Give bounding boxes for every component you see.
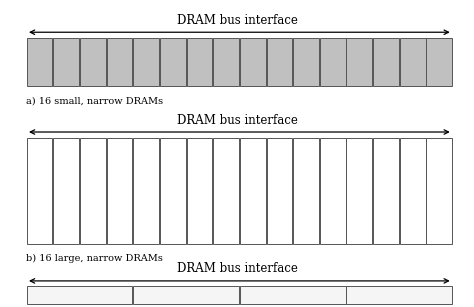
Bar [240,138,265,244]
Bar [107,138,132,244]
Bar [427,138,452,244]
Bar [240,38,265,86]
Bar [240,286,346,304]
Bar [27,38,52,86]
Bar [160,38,185,86]
Bar [27,138,52,244]
Text: a) 16 small, narrow DRAMs: a) 16 small, narrow DRAMs [26,97,163,106]
Text: DRAM bus interface: DRAM bus interface [176,114,298,126]
Bar [400,38,426,86]
Text: DRAM bus interface: DRAM bus interface [176,262,298,275]
Bar [320,138,346,244]
Bar [293,38,319,86]
Text: b) 16 large, narrow DRAMs: b) 16 large, narrow DRAMs [26,254,163,263]
Text: DRAM bus interface: DRAM bus interface [176,14,298,27]
Bar [53,138,79,244]
Bar [266,38,292,86]
Bar [80,138,106,244]
Bar [346,286,452,304]
Bar [293,138,319,244]
Bar [346,138,372,244]
Bar [133,38,159,86]
Bar [160,138,185,244]
Bar [186,38,212,86]
Bar [133,286,239,304]
Bar [213,138,239,244]
Bar [400,138,426,244]
Bar [320,38,346,86]
Bar [107,38,132,86]
Bar [133,138,159,244]
Bar [80,38,106,86]
Bar [213,38,239,86]
Bar [27,286,132,304]
Bar [266,138,292,244]
Bar [186,138,212,244]
Bar [427,38,452,86]
Bar [346,38,372,86]
Bar [53,38,79,86]
Bar [373,138,399,244]
Bar [373,38,399,86]
